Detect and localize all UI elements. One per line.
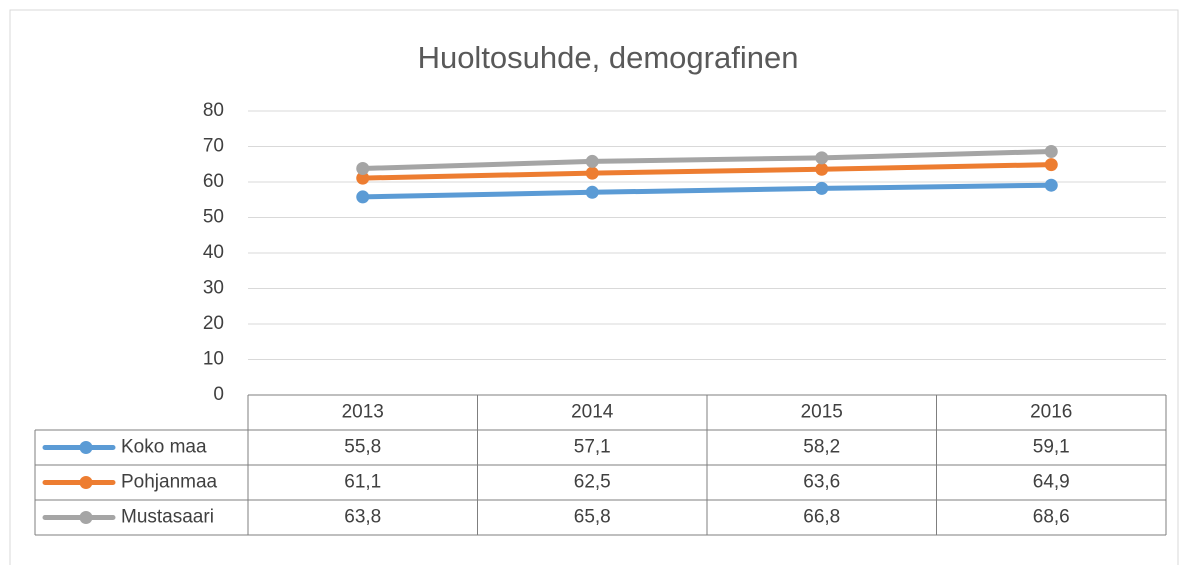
- series-line: [360, 162, 1054, 181]
- y-tick-label: 0: [213, 384, 224, 405]
- data-point: [356, 171, 370, 185]
- data-point: [1044, 158, 1058, 172]
- data-point: [1044, 144, 1058, 158]
- series-line: [360, 148, 1054, 172]
- chart-title: Huoltosuhde, demografinen: [418, 40, 799, 75]
- table-value: 61,1: [344, 472, 381, 493]
- series-line: [360, 182, 1054, 200]
- table-value: 59,1: [1033, 437, 1070, 458]
- table-value: 64,9: [1033, 472, 1070, 493]
- x-tick-label: 2013: [342, 402, 384, 423]
- table-value: 62,5: [574, 472, 611, 493]
- table-value: 57,1: [574, 437, 611, 458]
- y-tick-label: 20: [203, 313, 224, 334]
- table-value: 55,8: [344, 437, 381, 458]
- y-tick-label: 70: [203, 136, 224, 157]
- data-point: [585, 185, 599, 199]
- legend-label: Pohjanmaa: [121, 472, 218, 493]
- y-tick-label: 40: [203, 242, 224, 263]
- data-point: [585, 166, 599, 180]
- data-point: [815, 162, 829, 176]
- y-tick-label: 30: [203, 278, 224, 299]
- y-tick-label: 60: [203, 171, 224, 192]
- x-tick-label: 2014: [571, 402, 614, 423]
- table-value: 65,8: [574, 507, 611, 528]
- y-tick-label: 50: [203, 207, 224, 228]
- table-value: 66,8: [803, 507, 840, 528]
- data-point: [585, 154, 599, 168]
- legend-marker: [79, 476, 93, 489]
- table-value: 68,6: [1033, 507, 1070, 528]
- x-tick-label: 2015: [801, 402, 843, 423]
- chart-border: [9, 9, 1179, 565]
- data-point: [356, 162, 370, 176]
- table-value: 63,6: [803, 472, 840, 493]
- legend-label: Mustasaari: [121, 507, 214, 528]
- data-point: [815, 181, 829, 195]
- y-tick-label: 80: [203, 100, 224, 121]
- table-value: 63,8: [344, 507, 381, 528]
- x-tick-label: 2016: [1030, 402, 1072, 423]
- table-value: 58,2: [803, 437, 840, 458]
- data-point: [356, 190, 370, 204]
- legend-marker: [79, 441, 93, 454]
- legend-label: Koko maa: [121, 437, 207, 458]
- legend-marker: [79, 511, 93, 524]
- data-point: [815, 151, 829, 165]
- data-point: [1044, 178, 1058, 192]
- y-tick-label: 10: [203, 349, 224, 370]
